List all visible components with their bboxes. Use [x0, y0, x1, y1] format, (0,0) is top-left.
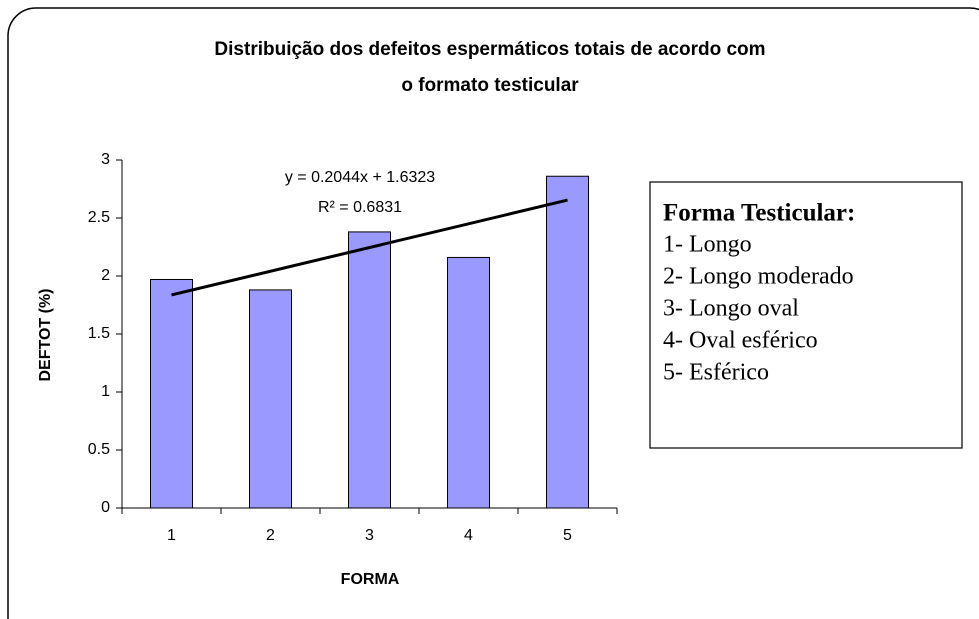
text-box-line: 1- Longo: [663, 232, 752, 258]
trend-r2: R² = 0.6831: [318, 199, 402, 216]
y-tick-label: 2.5: [88, 209, 110, 226]
y-tick-label: 1: [101, 383, 110, 400]
y-tick-label: 0.5: [88, 441, 110, 458]
x-axis-label: FORMA: [341, 571, 400, 588]
bar: [546, 175, 589, 509]
x-tick-label: 5: [563, 527, 572, 544]
y-tick-label: 2: [101, 267, 110, 284]
text-box-lines: 1- Longo 2- Longo moderado 3- Longo oval 4-…: [663, 232, 854, 386]
bar: [249, 289, 292, 509]
text-box-title: Forma Testicular:: [663, 200, 855, 227]
chart-title: Distribuição dos defeitos espermáticos t…: [214, 39, 765, 60]
bar: [348, 231, 391, 509]
chart-title: o formato testicular: [401, 75, 579, 96]
text-box-line: 2- Longo moderado: [663, 264, 854, 290]
y-tick-label: 0: [101, 499, 110, 516]
x-tick-label: 1: [167, 527, 176, 544]
x-tick-label: 3: [365, 527, 374, 544]
bar: [447, 256, 490, 509]
text-box-line: 4- Oval esférico: [663, 328, 818, 354]
text-box-line: 3- Longo oval: [663, 296, 799, 322]
bar: [150, 278, 193, 509]
trend-equation: y = 0.2044x + 1.6323: [285, 169, 435, 186]
text-box-line: 5- Esférico: [663, 360, 769, 386]
y-tick-label: 1.5: [88, 325, 110, 342]
trendline: [171, 198, 568, 297]
text-box: [649, 181, 963, 449]
y-tick-label: 3: [101, 151, 110, 168]
x-tick-label: 2: [266, 527, 275, 544]
y-axis-label: DEFTOT (%): [37, 288, 54, 381]
x-tick-label: 4: [464, 527, 473, 544]
